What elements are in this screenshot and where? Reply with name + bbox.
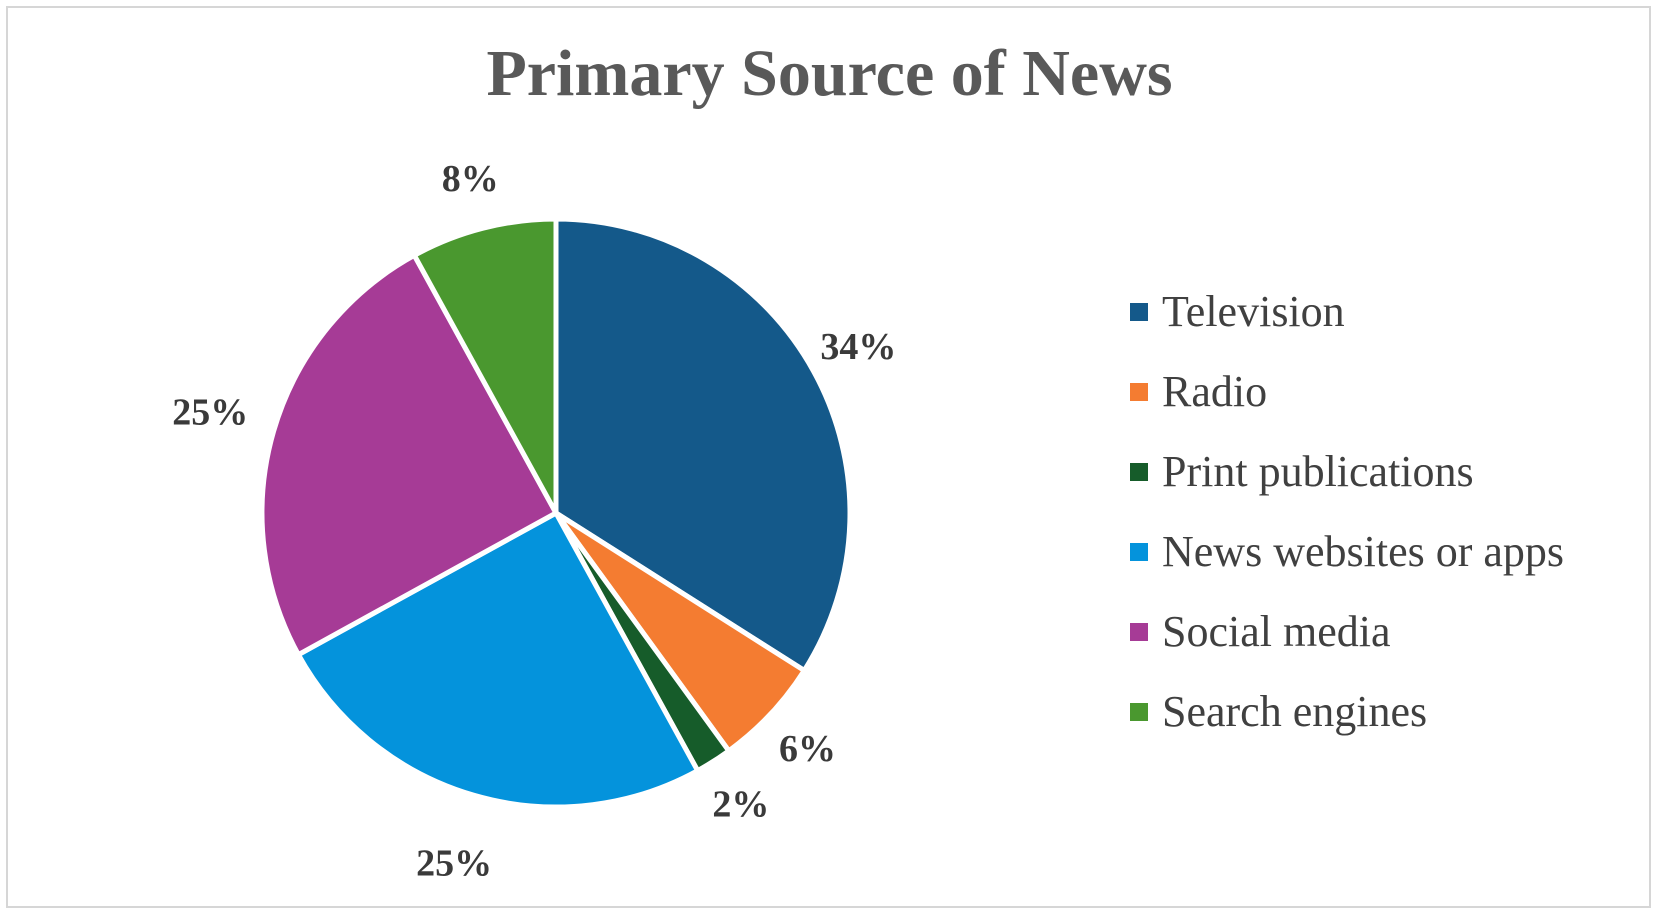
legend: Television Radio Print publications News we… [1130, 272, 1564, 752]
legend-swatch-print-publications [1130, 463, 1148, 481]
legend-swatch-television [1130, 303, 1148, 321]
legend-swatch-radio [1130, 383, 1148, 401]
data-label-television: 34% [820, 326, 896, 368]
legend-label-social-media: Social media [1162, 607, 1391, 656]
pie-data-labels: 34% 6%2% 25% 25% 8% [172, 158, 896, 885]
data-label-news-websites-or-apps: 25% [416, 843, 492, 885]
legend-swatch-social-media [1130, 623, 1148, 641]
legend-item-television: Television [1130, 272, 1564, 352]
pie-slice-social-media [259, 252, 559, 658]
legend-swatch-news-websites-or-apps [1130, 543, 1148, 561]
legend-item-search-engines: Search engines [1130, 672, 1564, 752]
legend-label-search-engines: Search engines [1162, 687, 1428, 736]
legend-label-television: Television [1162, 287, 1345, 336]
legend-label-radio: Radio [1162, 367, 1268, 416]
legend-item-radio: Radio [1130, 352, 1564, 432]
legend-label-print-publications: Print publications [1162, 447, 1474, 496]
pie-slices [259, 216, 853, 810]
legend-item-print-publications: Print publications [1130, 432, 1564, 512]
pie-slice-search-engines [411, 216, 559, 516]
data-label-radio: 6% [779, 728, 836, 770]
legend-item-social-media: Social media [1130, 592, 1564, 672]
data-label-print-publications: 2% [712, 783, 769, 825]
legend-swatch-search-engines [1130, 703, 1148, 721]
legend-item-news-websites-or-apps: News websites or apps [1130, 512, 1564, 592]
chart-title: Primary Source of News [486, 37, 1173, 110]
data-label-social-media: 25% [172, 392, 248, 434]
legend-label-news-websites-or-apps: News websites or apps [1162, 527, 1565, 576]
pie-slice-news-websites-or-apps [295, 510, 701, 810]
data-label-search-engines: 8% [442, 158, 499, 200]
